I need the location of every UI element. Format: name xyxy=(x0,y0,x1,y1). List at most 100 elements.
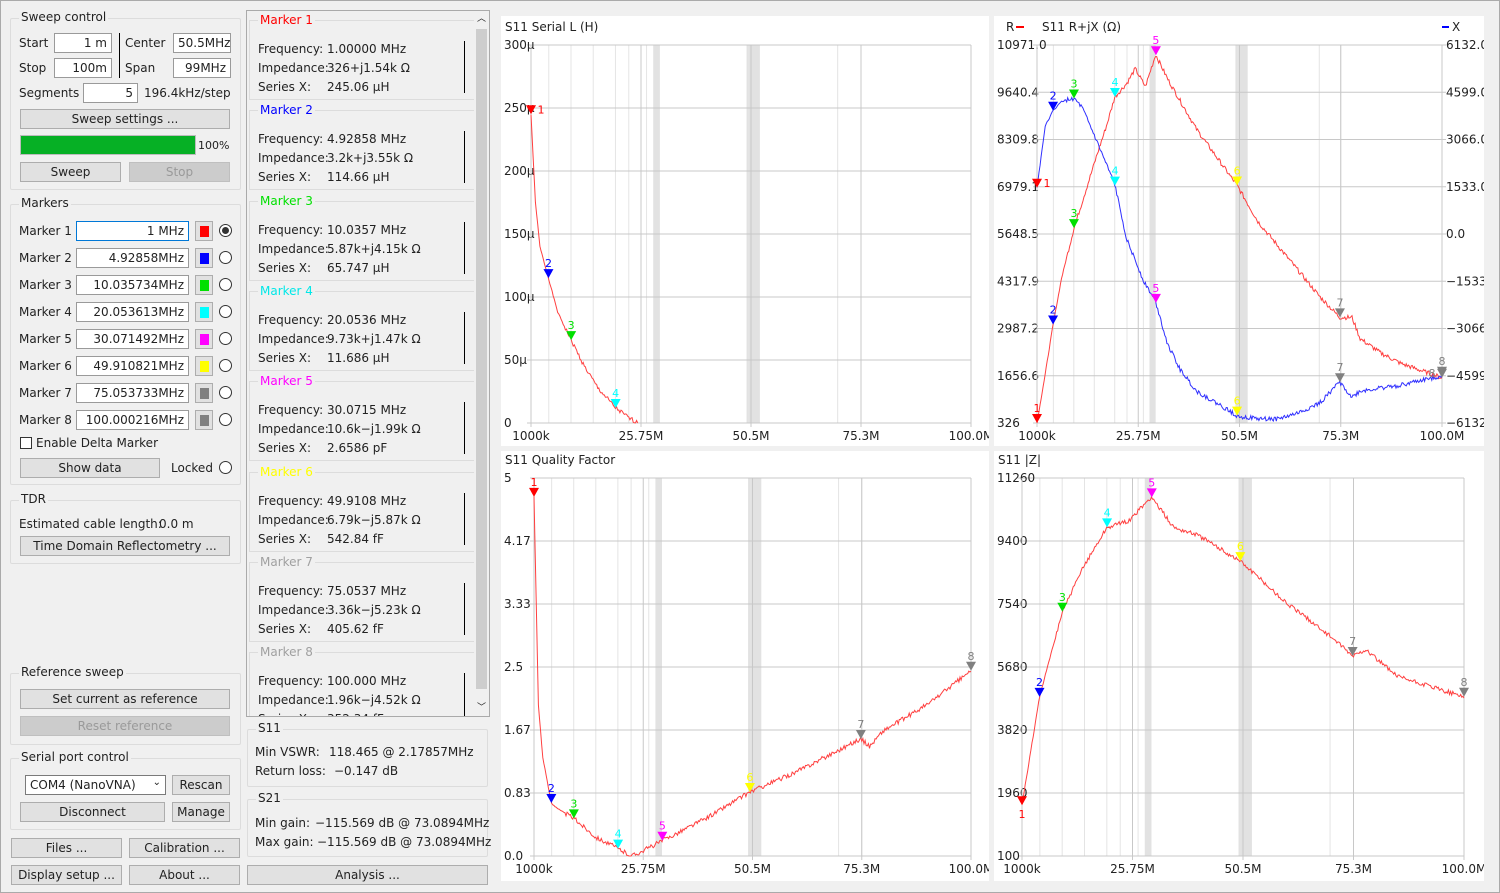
span-input[interactable]: 99MHz xyxy=(173,58,231,78)
marker-triangle-icon xyxy=(529,487,539,497)
divider xyxy=(464,311,465,364)
r-jx-chart[interactable]: R S11 R+jX (Ω) X 1000k 25.75M 50.5M 75.3M 10… xyxy=(994,16,1484,446)
x-tick-label: 1000k xyxy=(512,429,550,443)
files-button[interactable]: Files ... xyxy=(11,838,122,858)
frequency-label: Frequency: xyxy=(258,403,324,418)
marker-number-label: 4 xyxy=(1104,506,1111,519)
marker-color-button[interactable] xyxy=(195,302,213,322)
marker-select-radio[interactable] xyxy=(219,413,232,426)
marker-color-button[interactable] xyxy=(195,329,213,349)
marker-number-label: 5 xyxy=(1152,34,1159,47)
marker-detail-box: Marker 1 Frequency: 1.00000 MHz Impedanc… xyxy=(249,13,475,100)
impedance-label: Impedance: xyxy=(258,512,329,527)
calibration-button[interactable]: Calibration ... xyxy=(129,838,240,858)
cable-length-value: 0.0 m xyxy=(159,517,194,531)
marker-label: Marker 7 xyxy=(19,386,72,400)
marker-color-button[interactable] xyxy=(195,410,213,430)
marker-frequency-input[interactable]: 49.910821MHz xyxy=(76,356,189,376)
marker-color-button[interactable] xyxy=(195,383,213,403)
y-tick-label: 0 xyxy=(504,416,512,430)
marker-frequency-input[interactable]: 4.92858MHz xyxy=(76,248,189,268)
frequency-label: Frequency: xyxy=(258,222,324,237)
marker-number-label: 3 xyxy=(1059,591,1066,604)
scroll-up-icon[interactable]: ︿ xyxy=(476,14,486,24)
set-reference-button[interactable]: Set current as reference xyxy=(20,689,230,709)
marker-frequency-input[interactable]: 10.035734MHz xyxy=(76,275,189,295)
legend-r-swatch xyxy=(1016,26,1024,28)
port-select[interactable]: COM4 (NanoVNA) ⌄ xyxy=(25,775,166,795)
segments-input[interactable]: 5 xyxy=(83,83,138,103)
series-x-value: 65.747 µH xyxy=(327,260,390,275)
s11-summary-title: S11 xyxy=(256,721,283,735)
analysis-button[interactable]: Analysis ... xyxy=(247,865,488,885)
serial-l-chart[interactable]: S11 Serial L (H) 1000k 25.75M 50.5M 75.3M 10… xyxy=(501,16,989,446)
marker-select-radio[interactable] xyxy=(219,278,232,291)
min-gain-label: Min gain: xyxy=(255,816,311,830)
marker-select-radio[interactable] xyxy=(219,359,232,372)
x-tick-label: 50.5M xyxy=(1224,862,1261,876)
series-x-value: 114.66 µH xyxy=(327,170,390,185)
x-tick-label: 100.0M xyxy=(1420,429,1465,443)
series-line xyxy=(1036,95,1443,423)
marker-color-button[interactable] xyxy=(195,275,213,295)
marker-detail-box: Marker 5 Frequency: 30.0715 MHz Impedanc… xyxy=(249,374,475,462)
reset-reference-button[interactable]: Reset reference xyxy=(20,716,230,736)
stop-label: Stop xyxy=(19,61,47,75)
chart-title: S11 Quality Factor xyxy=(505,453,616,467)
marker-number-label: 6 xyxy=(746,771,753,784)
display-setup-button[interactable]: Display setup ... xyxy=(11,865,122,885)
marker-detail-box: Marker 4 Frequency: 20.0536 MHz Impedanc… xyxy=(249,283,475,371)
marker-number-label: 2 xyxy=(1050,304,1057,317)
marker-triangle-icon xyxy=(1032,414,1042,423)
delta-marker-label: Enable Delta Marker xyxy=(36,436,158,450)
marker-select-radio[interactable] xyxy=(219,251,232,264)
marker-label: Marker 4 xyxy=(19,305,72,319)
tdr-title: TDR xyxy=(19,492,48,506)
marker-frequency-input[interactable]: 100.000216MHz xyxy=(76,410,189,430)
marker-detail-title: Marker 2 xyxy=(258,103,315,118)
marker-select-radio[interactable] xyxy=(219,332,232,345)
marker-color-button[interactable] xyxy=(195,356,213,376)
scroll-down-icon[interactable]: ﹀ xyxy=(476,703,486,713)
marker-triangle-icon xyxy=(657,831,668,841)
marker-select-radio[interactable] xyxy=(219,224,232,237)
impedance-value: 9.73k+j1.47k Ω xyxy=(327,331,421,346)
tdr-button[interactable]: Time Domain Reflectometry ... xyxy=(20,536,230,556)
stop-button[interactable]: Stop xyxy=(129,162,230,182)
scrollbar[interactable]: ︿ ﹀ xyxy=(474,11,489,716)
manage-button[interactable]: Manage xyxy=(172,802,230,822)
marker-frequency-input[interactable]: 1 MHz xyxy=(76,221,189,241)
start-input[interactable]: 1 m xyxy=(54,33,112,53)
stop-input[interactable]: 100m xyxy=(54,58,112,78)
about-button[interactable]: About ... xyxy=(129,865,240,885)
rescan-button[interactable]: Rescan xyxy=(172,775,230,795)
locked-radio[interactable] xyxy=(219,461,232,474)
y-tick-label: 4.17 xyxy=(504,534,531,548)
marker-frequency-input[interactable]: 20.053613MHz xyxy=(76,302,189,322)
show-data-button[interactable]: Show data xyxy=(20,458,160,478)
marker-select-radio[interactable] xyxy=(219,386,232,399)
color-swatch xyxy=(200,226,209,237)
sweep-button[interactable]: Sweep xyxy=(20,162,121,182)
marker-detail-box: Marker 7 Frequency: 75.0537 MHz Impedanc… xyxy=(249,554,475,642)
scrollbar-thumb[interactable] xyxy=(476,29,487,689)
center-input[interactable]: 50.5MHz xyxy=(173,33,231,53)
series-x-value: 2.6586 pF xyxy=(327,441,388,456)
marker-frequency-input[interactable]: 30.071492MHz xyxy=(76,329,189,349)
x-tick-label: 75.3M xyxy=(842,429,879,443)
legend-x: X xyxy=(1452,20,1461,34)
marker-select-radio[interactable] xyxy=(219,305,232,318)
marker-color-button[interactable] xyxy=(195,221,213,241)
marker-triangle-icon xyxy=(1347,647,1358,657)
marker-frequency-input[interactable]: 75.053733MHz xyxy=(76,383,189,403)
impedance-magnitude-chart[interactable]: S11 |Z| 1000k 25.75M 50.5M 75.3M 100.0M 100 1 9… xyxy=(994,451,1484,881)
marker-triangle-icon xyxy=(1034,687,1045,697)
delta-marker-checkbox[interactable] xyxy=(20,437,32,449)
marker-triangle-icon xyxy=(613,839,624,849)
marker-color-button[interactable] xyxy=(195,248,213,268)
color-swatch xyxy=(200,361,209,372)
marker-triangle-icon xyxy=(543,269,554,279)
quality-factor-chart[interactable]: S11 Quality Factor 1000k 25.75M 50.5M 75.3M… xyxy=(501,451,989,881)
sweep-settings-button[interactable]: Sweep settings ... xyxy=(20,109,230,129)
disconnect-button[interactable]: Disconnect xyxy=(20,802,165,822)
